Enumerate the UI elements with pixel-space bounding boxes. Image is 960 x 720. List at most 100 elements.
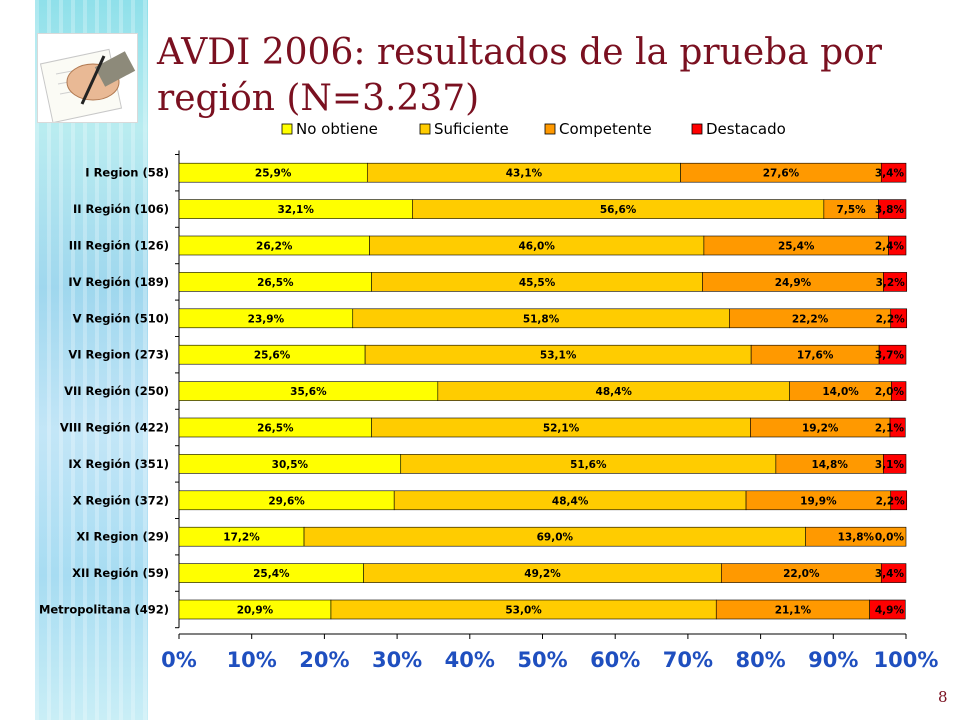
data-label: 3,7% [875,350,905,362]
x-tick-label: 30% [372,648,422,672]
x-tick-label: 80% [735,648,785,672]
data-label: 20,9% [237,605,274,617]
data-label: 48,4% [596,386,633,398]
slide-title: AVDI 2006: resultados de la prueba por r… [157,32,883,119]
data-label: 13,8% [838,532,875,544]
page-number: 8 [938,688,948,706]
legend-label: No obtiene [296,120,378,138]
data-label: 46,0% [518,241,555,253]
bar-segment [883,454,907,474]
bar-segment [890,490,908,511]
data-label: 25,9% [255,168,292,180]
data-label: 3,1% [875,459,905,471]
bar-segment [869,599,906,620]
data-label: 30,5% [272,459,309,471]
data-label: 26,5% [257,277,294,289]
legend-label: Suficiente [434,120,509,138]
x-tick-label: 20% [299,648,349,672]
data-label: 32,1% [277,204,314,216]
legend-swatch [281,123,293,135]
data-label: 25,6% [254,350,291,362]
data-label: 51,6% [570,459,607,471]
bar-segment [805,526,907,547]
data-label: 24,9% [775,277,812,289]
data-label: 7,5% [837,204,867,216]
data-label: 3,4% [875,168,905,180]
data-label: 26,2% [256,241,293,253]
category-label: VI Region (273) [68,348,169,362]
data-label: 43,1% [506,168,543,180]
legend-swatch [419,123,431,135]
bar-segment [890,308,908,329]
data-label: 52,1% [543,423,580,435]
x-tick-label: 40% [445,648,495,672]
data-label: 14,0% [822,386,859,398]
data-label: 22,0% [783,568,820,580]
category-label: IV Región (189) [68,275,169,289]
data-label: 45,5% [519,277,556,289]
data-label: 2,4% [875,241,905,253]
category-label: V Región (510) [73,311,169,325]
data-label: 17,6% [797,350,834,362]
data-label: 48,4% [552,495,589,507]
data-label: 17,2% [223,532,260,544]
category-label: Metropolitana (492) [39,603,169,617]
data-label: 25,4% [778,241,815,253]
data-label: 53,1% [540,350,577,362]
category-label: III Región (126) [69,239,169,253]
data-label: 3,2% [876,277,906,289]
category-label: X Región (372) [73,493,169,507]
legend-swatch [691,123,703,135]
x-tick-label: 50% [517,648,567,672]
data-label: 35,6% [290,386,327,398]
data-label: 3,4% [875,568,905,580]
category-label: I Region (58) [85,166,169,180]
bar-segment [878,344,907,365]
bar-segment [880,563,907,583]
category-label: XI Region (29) [76,530,169,544]
writing-hand-image [37,33,138,124]
category-label: VIII Región (422) [60,421,169,435]
data-label: 2,2% [876,313,906,325]
x-tick-label: 60% [590,648,640,672]
x-tick-label: 0% [161,648,197,672]
legend-label: Competente [559,120,652,138]
legend-label: Destacado [706,120,786,138]
data-label: 22,2% [792,313,829,325]
data-label: 14,8% [811,459,848,471]
category-label: XII Región (59) [72,566,169,580]
data-label: 19,9% [800,495,837,507]
data-label: 69,0% [537,532,574,544]
data-label: 53,0% [505,605,542,617]
bar-segment [889,417,906,438]
bar-segment [888,235,907,256]
data-label: 27,6% [763,168,800,180]
data-label: 2,1% [875,423,905,435]
data-label: 21,1% [775,605,812,617]
data-label: 23,9% [248,313,285,325]
x-tick-label: 70% [663,648,713,672]
x-tick-label: 100% [874,648,939,672]
data-label: 25,4% [253,568,290,580]
data-label: 0,0% [875,532,905,544]
data-label: 49,2% [524,568,561,580]
data-label: 2,2% [876,495,906,507]
x-tick-label: 90% [808,648,858,672]
category-label: VII Región (250) [64,384,169,398]
legend-swatch [544,123,556,135]
data-label: 56,6% [600,204,637,216]
data-label: 2,0% [875,386,905,398]
data-label: 26,5% [257,423,294,435]
data-label: 3,8% [875,204,905,216]
bar-segment [883,272,908,292]
bar-segment [891,381,907,401]
category-label: IX Región (351) [68,457,169,471]
category-label: II Región (106) [73,202,169,216]
x-tick-label: 10% [227,648,277,672]
bar-segment [880,162,907,183]
data-label: 4,9% [875,605,905,617]
data-label: 51,8% [523,313,560,325]
data-label: 19,2% [802,423,839,435]
data-label: 29,6% [268,495,305,507]
